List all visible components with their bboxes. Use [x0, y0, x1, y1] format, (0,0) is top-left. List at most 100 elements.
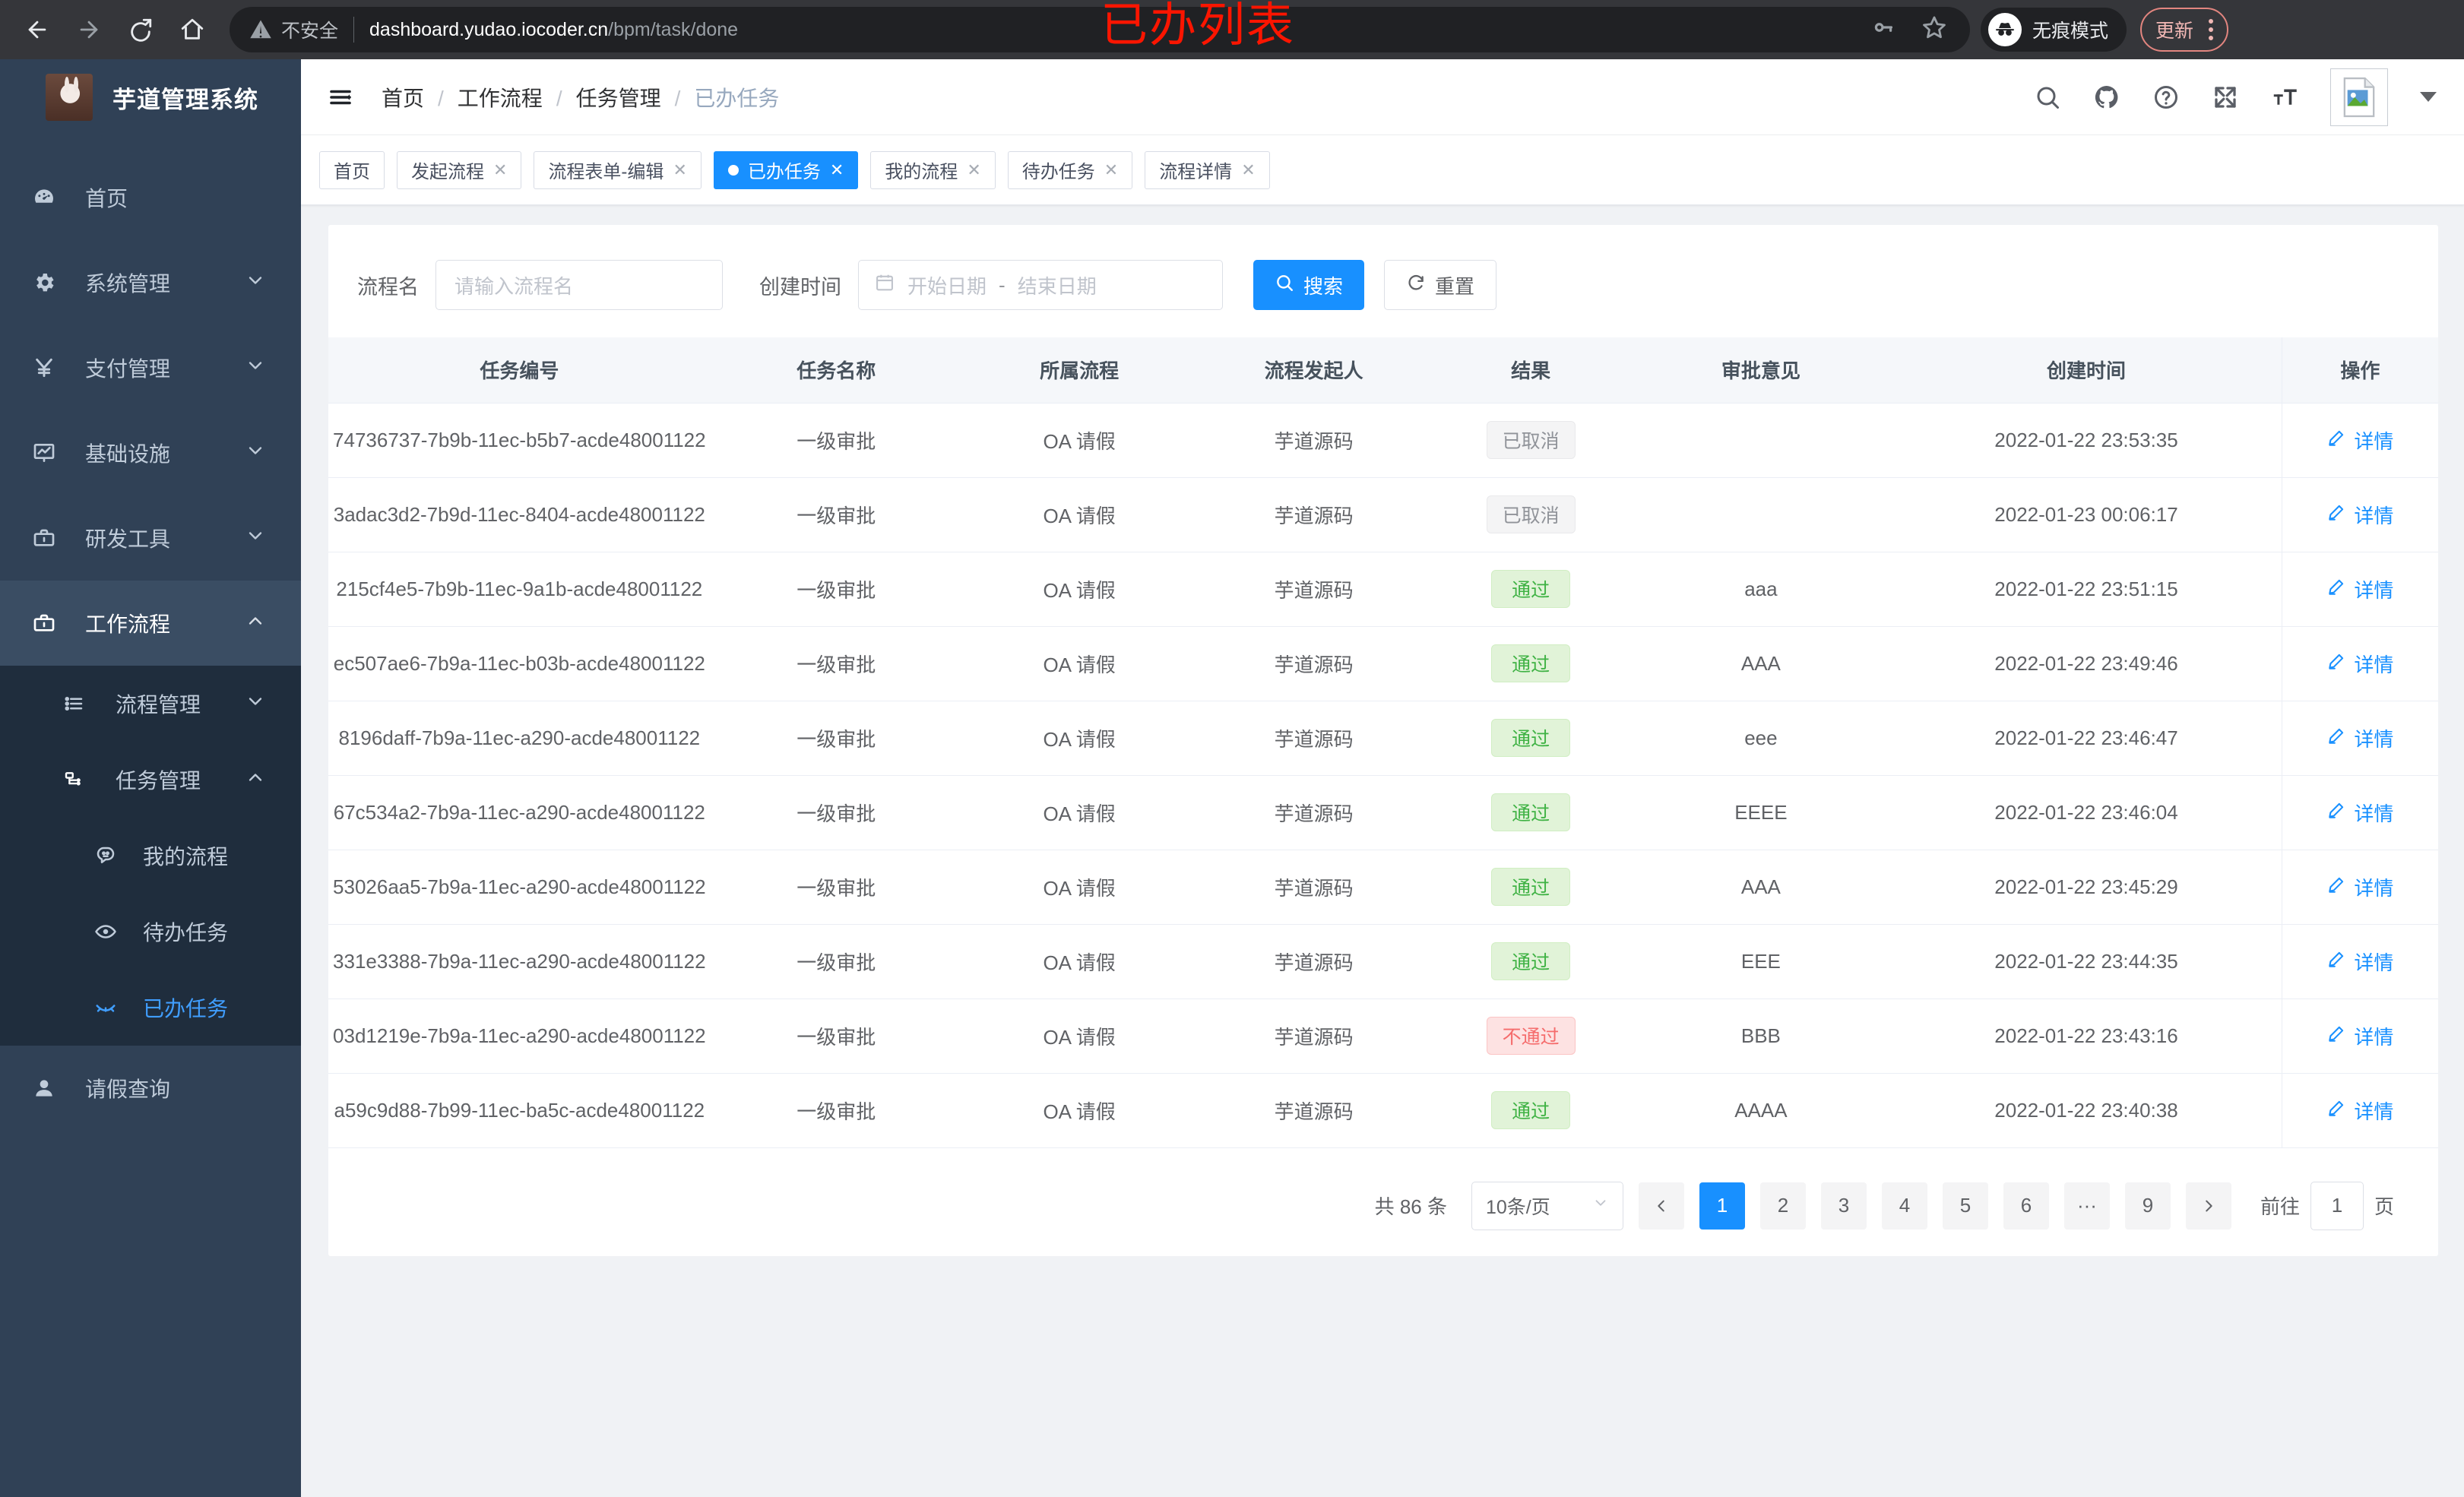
tab-done-task[interactable]: 已办任务 ✕	[713, 150, 859, 189]
page-button-4[interactable]: 4	[1881, 1182, 1927, 1230]
cell-create-time: 2022-01-22 23:43:16	[1891, 999, 2282, 1074]
chevron-down-icon	[1592, 1195, 1609, 1217]
page-button-9[interactable]: 9	[2124, 1182, 2171, 1230]
detail-button[interactable]: 详情	[2326, 501, 2393, 529]
sidebar-item-todo-task[interactable]: 待办任务	[0, 894, 301, 970]
page-button-2[interactable]: 2	[1759, 1182, 1806, 1230]
page-ellipsis[interactable]: ···	[2063, 1182, 2110, 1230]
status-badge: 通过	[1491, 719, 1571, 757]
sidebar-logo[interactable]: 芋道管理系统	[0, 59, 301, 135]
sidebar-item-infrastructure[interactable]: 基础设施	[0, 410, 301, 495]
next-page-button[interactable]	[2185, 1182, 2231, 1230]
kebab-menu-icon[interactable]	[2209, 19, 2214, 40]
detail-button[interactable]: 详情	[2326, 426, 2393, 454]
cell-operation: 详情	[2281, 701, 2438, 776]
page-button-6[interactable]: 6	[2003, 1182, 2049, 1230]
key-icon[interactable]	[1871, 15, 1896, 45]
prev-page-button[interactable]	[1638, 1182, 1684, 1230]
help-icon[interactable]	[2152, 84, 2180, 111]
star-icon[interactable]	[1921, 14, 1947, 46]
cell-process: OA 请假	[961, 552, 1197, 627]
close-icon[interactable]: ✕	[829, 160, 844, 179]
cell-create-time: 2022-01-22 23:53:35	[1891, 403, 2282, 478]
sidebar-item-leave-query[interactable]: 请假查询	[0, 1046, 301, 1131]
tab-todo-task[interactable]: 待办任务 ✕	[1007, 150, 1133, 189]
close-icon[interactable]: ✕	[1241, 160, 1256, 179]
sidebar-item-my-process[interactable]: 我的流程	[0, 818, 301, 894]
close-icon[interactable]: ✕	[967, 160, 981, 179]
input-placeholder: 请输入流程名	[454, 274, 574, 298]
home-icon[interactable]	[169, 6, 216, 53]
detail-button[interactable]: 详情	[2326, 873, 2393, 901]
status-badge: 已取消	[1486, 421, 1576, 459]
back-arrow-icon[interactable]	[14, 6, 61, 53]
breadcrumb-item[interactable]: 任务管理	[575, 86, 661, 110]
detail-button[interactable]: 详情	[2326, 948, 2393, 976]
tab-process-form-edit[interactable]: 流程表单-编辑 ✕	[534, 150, 702, 189]
breadcrumb-item[interactable]: 工作流程	[457, 86, 543, 110]
detail-button[interactable]: 详情	[2326, 575, 2393, 603]
page-size-value: 10条/页	[1485, 1196, 1550, 1218]
navbar-actions	[2034, 68, 2437, 126]
avatar[interactable]	[2330, 68, 2388, 126]
sidebar-item-done-task[interactable]: 已办任务	[0, 970, 301, 1046]
page-size-select[interactable]: 10条/页	[1471, 1181, 1623, 1230]
close-icon[interactable]: ✕	[673, 160, 687, 179]
page-button-5[interactable]: 5	[1942, 1182, 1988, 1230]
sidebar-item-payment[interactable]: 支付管理	[0, 325, 301, 410]
incognito-label: 无痕模式	[2032, 21, 2109, 42]
detail-button[interactable]: 详情	[2326, 650, 2393, 678]
detail-button[interactable]: 详情	[2326, 799, 2393, 827]
sidebar-item-system[interactable]: 系统管理	[0, 240, 301, 325]
search-button[interactable]: 搜索	[1253, 260, 1365, 310]
reload-icon[interactable]	[117, 6, 164, 53]
tab-start-process[interactable]: 发起流程 ✕	[397, 150, 522, 189]
cell-result: 通过	[1430, 701, 1631, 776]
cell-initiator: 芋道源码	[1196, 477, 1431, 552]
sidebar-item-task-manage[interactable]: 任务管理	[0, 742, 301, 818]
chevron-down-icon	[245, 525, 266, 552]
close-icon[interactable]: ✕	[1104, 160, 1119, 179]
sidebar-item-process-manage[interactable]: 流程管理	[0, 666, 301, 742]
sidebar-item-home[interactable]: 首页	[0, 155, 301, 240]
tab-process-detail[interactable]: 流程详情 ✕	[1145, 150, 1270, 189]
sidebar-item-label: 请假查询	[85, 1078, 171, 1101]
forward-arrow-icon[interactable]	[65, 6, 112, 53]
detail-button[interactable]: 详情	[2326, 1022, 2393, 1050]
eye-icon	[94, 920, 129, 943]
reset-button[interactable]: 重置	[1384, 260, 1497, 310]
tab-my-process[interactable]: 我的流程 ✕	[870, 150, 996, 189]
create-time-range-picker[interactable]: 开始日期 - 结束日期	[858, 260, 1223, 310]
address-bar[interactable]: 不安全 dashboard.yudao.iocoder.cn/bpm/task/…	[230, 7, 1970, 52]
column-header-process: 所属流程	[961, 337, 1197, 404]
font-size-icon[interactable]	[2271, 84, 2298, 111]
cell-create-time: 2022-01-22 23:49:46	[1891, 626, 2282, 701]
table-row: 74736737-7b9b-11ec-b5b7-acde48001122 一级审批…	[328, 403, 2438, 478]
jump-page-input[interactable]: 1	[2310, 1181, 2364, 1230]
monitor-icon	[32, 441, 71, 465]
cell-create-time: 2022-01-22 23:40:38	[1891, 1073, 2282, 1148]
detail-button[interactable]: 详情	[2326, 1097, 2393, 1125]
process-name-input[interactable]: 请输入流程名	[435, 260, 723, 310]
sidebar-item-label: 任务管理	[116, 769, 201, 793]
cell-task-id: 67c534a2-7b9a-11ec-a290-acde48001122	[328, 775, 711, 850]
sidebar-item-devtools[interactable]: 研发工具	[0, 495, 301, 581]
breadcrumb-item[interactable]: 首页	[382, 86, 425, 110]
tab-home[interactable]: 首页	[319, 150, 385, 189]
edit-icon	[2326, 577, 2346, 602]
close-icon[interactable]: ✕	[493, 160, 508, 179]
chevron-down-icon[interactable]	[2420, 92, 2437, 102]
github-icon[interactable]	[2093, 84, 2120, 111]
fullscreen-icon[interactable]	[2212, 84, 2239, 111]
table-row: 67c534a2-7b9a-11ec-a290-acde48001122 一级审批…	[328, 775, 2438, 850]
page-button-1[interactable]: 1	[1699, 1182, 1745, 1230]
hamburger-icon[interactable]	[327, 84, 354, 111]
incognito-indicator[interactable]: 无痕模式	[1981, 8, 2127, 52]
edit-icon	[2326, 800, 2346, 825]
page-button-3[interactable]: 3	[1820, 1182, 1867, 1230]
update-button[interactable]: 更新	[2140, 8, 2229, 52]
chevron-down-icon	[245, 691, 266, 717]
search-icon[interactable]	[2034, 84, 2061, 111]
sidebar-item-workflow[interactable]: 工作流程	[0, 581, 301, 666]
detail-button[interactable]: 详情	[2326, 724, 2393, 752]
